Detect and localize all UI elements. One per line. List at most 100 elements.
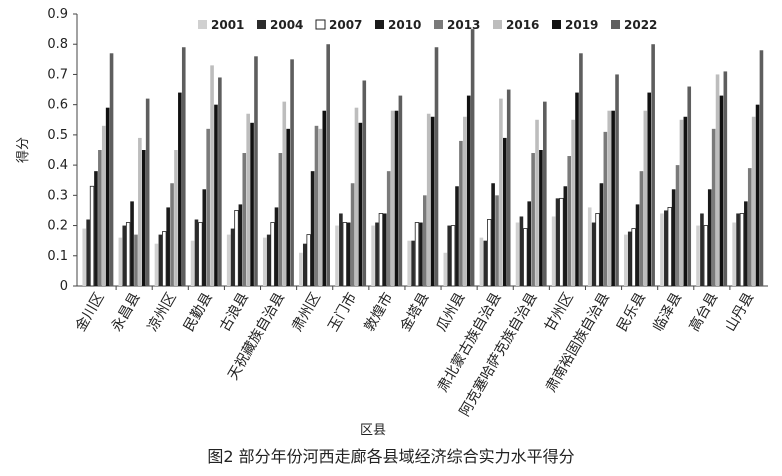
bar-2010: [744, 201, 748, 286]
bar-2013: [98, 150, 102, 286]
bar-2007: [523, 228, 528, 287]
bar-2007: [198, 222, 203, 287]
bar-2007: [378, 213, 384, 287]
category-label: 瓜州县: [434, 290, 469, 334]
bar-2010: [599, 183, 604, 286]
bar-2004: [736, 213, 740, 286]
bar-2022: [254, 56, 258, 287]
bar-2001: [190, 240, 195, 286]
bar-2013: [711, 128, 716, 286]
bar-2013: [206, 128, 210, 286]
bar-2004: [700, 213, 704, 286]
bar-2007: [739, 213, 745, 287]
bar-2001: [335, 225, 339, 286]
bar-2016: [643, 110, 648, 287]
bar-2019: [286, 128, 290, 286]
bar-2013: [386, 171, 391, 286]
bar-2016: [101, 125, 106, 286]
bar-group: [226, 56, 258, 287]
bar-2022: [687, 86, 692, 286]
legend-label: 2022: [624, 18, 657, 32]
bar-2013: [170, 183, 174, 286]
bar-2013: [567, 156, 572, 286]
bar-group: [443, 29, 475, 287]
bar-2004: [411, 240, 415, 286]
bar-2004: [158, 234, 163, 286]
bar-2004: [591, 222, 596, 286]
bar-2016: [571, 119, 575, 286]
bar-2022: [109, 53, 114, 286]
bar-2016: [138, 137, 142, 286]
bar-2007: [703, 225, 709, 287]
bar-group: [118, 98, 150, 287]
bar-2013: [675, 165, 680, 286]
bar-2019: [719, 95, 724, 286]
bar-2019: [647, 92, 652, 286]
bar-2016: [715, 74, 720, 286]
y-tick-label: 0.6: [47, 98, 68, 113]
bar-2022: [651, 44, 655, 286]
bar-2016: [463, 116, 467, 286]
bar-2013: [242, 153, 247, 286]
legend-label: 2007: [329, 18, 362, 32]
bar-2019: [466, 95, 471, 286]
bar-2001: [371, 225, 375, 286]
bar-2001: [154, 243, 159, 286]
bar-2019: [430, 116, 435, 286]
y-tick-label: 0.4: [47, 158, 68, 173]
category-label: 玉门市: [325, 290, 361, 335]
legend-swatch-2022: [611, 20, 620, 29]
bar-2007: [595, 213, 600, 287]
bar-2001: [696, 225, 700, 286]
bar-2013: [603, 131, 608, 286]
bar-2019: [178, 92, 182, 286]
bar-2001: [660, 213, 664, 286]
bar-2004: [302, 243, 307, 286]
bar-group: [262, 59, 294, 287]
bar-2004: [339, 213, 343, 286]
bar-2019: [539, 150, 543, 286]
bar-2001: [587, 207, 592, 286]
bar-2016: [210, 65, 214, 286]
bar-2019: [503, 137, 507, 286]
bar-2013: [747, 168, 752, 286]
legend-label: 2016: [506, 18, 539, 32]
bar-2010: [527, 201, 532, 286]
bar-2010: [563, 186, 568, 286]
bar-2019: [214, 104, 218, 286]
legend: 2001 2004 2007 2010 2013 2016 2019 2022: [198, 18, 657, 32]
bar-2016: [354, 107, 359, 286]
bar-2013: [423, 195, 427, 286]
bar-group: [335, 80, 367, 287]
category-label: 民乐县: [614, 290, 649, 334]
bar-2013: [278, 153, 283, 286]
bar-group: [82, 53, 114, 287]
bar-2019: [322, 110, 327, 287]
bar-2007: [270, 222, 275, 287]
y-axis-title: 得分: [15, 137, 31, 163]
bar-2001: [479, 237, 484, 286]
y-tick-label: 0.5: [47, 128, 68, 143]
bar-2022: [434, 47, 439, 286]
bar-group: [515, 101, 547, 287]
bar-2007: [234, 210, 239, 287]
bar-2001: [624, 234, 628, 286]
bar-2001: [732, 222, 736, 286]
bar-2004: [483, 240, 488, 286]
legend-swatch-2004: [257, 20, 266, 29]
bar-2010: [491, 183, 495, 286]
bar-2010: [238, 204, 243, 286]
bar-2001: [82, 228, 87, 286]
bar-2010: [346, 222, 351, 286]
bar-2010: [419, 222, 423, 286]
y-tick-label: 0.8: [47, 37, 68, 52]
bar-2004: [375, 222, 379, 286]
y-tick-label: 0.9: [47, 7, 68, 22]
legend-swatch-2001: [198, 20, 207, 29]
bar-2010: [455, 186, 459, 286]
bar-2004: [266, 234, 271, 286]
legend-swatch-2013: [434, 20, 443, 29]
y-tick-label: 0: [60, 279, 68, 294]
bar-2022: [362, 80, 367, 287]
figure-caption: 图2 部分年份河西走廊各县域经济综合实力水平得分: [207, 447, 574, 466]
